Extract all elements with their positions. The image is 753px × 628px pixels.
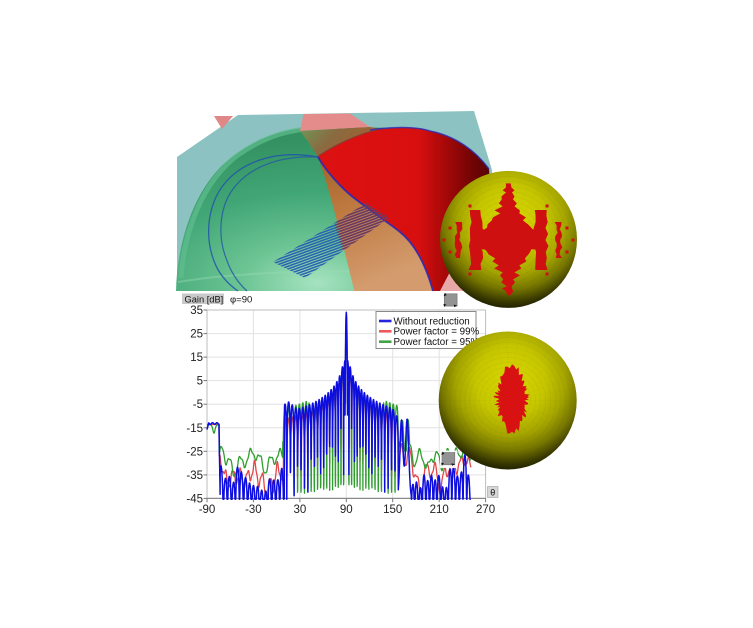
svg-text:-35: -35	[186, 470, 203, 482]
svg-text:15: 15	[190, 352, 203, 364]
svg-text:-5: -5	[193, 399, 203, 411]
svg-text:θ: θ	[490, 488, 495, 498]
svg-text:-25: -25	[186, 446, 203, 458]
svg-text:5: 5	[197, 376, 203, 388]
svg-text:-30: -30	[245, 504, 262, 516]
svg-text:30: 30	[294, 504, 307, 516]
svg-text:90: 90	[340, 504, 353, 516]
svg-text:25: 25	[190, 329, 203, 341]
svg-text:270: 270	[476, 504, 495, 516]
svg-text:φ=90: φ=90	[230, 294, 252, 305]
svg-text:Power factor = 95%: Power factor = 95%	[394, 337, 480, 348]
svg-text:Gain [dB]: Gain [dB]	[185, 294, 224, 304]
svg-text:35: 35	[190, 305, 203, 317]
svg-text:150: 150	[383, 504, 402, 516]
svg-text:-45: -45	[186, 493, 203, 505]
svg-text:Power factor = 99%: Power factor = 99%	[394, 327, 480, 338]
svg-text:210: 210	[430, 504, 449, 516]
svg-text:Without reduction: Without reduction	[394, 316, 470, 327]
svg-text:-15: -15	[186, 423, 203, 435]
svg-text:-90: -90	[199, 504, 216, 516]
